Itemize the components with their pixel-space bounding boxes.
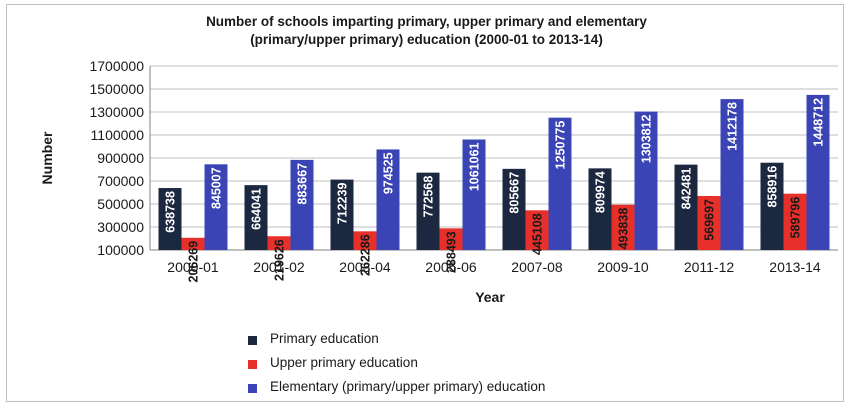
x-tick-label: 2011-12 (684, 259, 735, 275)
y-tick-label: 900000 (97, 150, 144, 166)
bar-1 (697, 195, 721, 250)
bar-0 (416, 172, 440, 250)
data-label: 842481 (680, 168, 694, 210)
bar-0 (244, 185, 268, 250)
data-label: 445108 (531, 213, 545, 255)
bar-chart: 1700000 1500000 1300000 1100000 900000 700000… (39, 58, 838, 305)
bar-2 (462, 139, 486, 250)
bar-2 (806, 94, 830, 250)
data-label: 638738 (164, 191, 178, 233)
data-label: 589796 (789, 197, 803, 239)
bar-1 (181, 237, 205, 250)
data-label: 206269 (187, 241, 201, 283)
legend-label: Primary education (270, 331, 379, 346)
x-tick-label: 2013-14 (769, 259, 821, 275)
data-label: 809974 (594, 171, 608, 213)
data-label: 883667 (296, 163, 310, 205)
bar-1 (611, 204, 635, 250)
bar-2 (376, 149, 400, 250)
data-label: 1061061 (468, 142, 482, 191)
data-label: 493838 (617, 208, 631, 250)
data-label: 712239 (336, 183, 350, 225)
bar-2 (204, 164, 228, 250)
y-tick-label: 100000 (97, 242, 144, 258)
legend-label: Upper primary education (270, 355, 418, 370)
bar-0 (330, 179, 354, 250)
bar-2 (634, 111, 658, 251)
x-tick-label: 2007-08 (511, 259, 563, 275)
bar-2 (290, 159, 314, 250)
x-tick-label: 2003-04 (339, 259, 391, 275)
bar-0 (674, 164, 698, 250)
x-tick-label: 2009-10 (597, 259, 649, 275)
data-label: 569697 (703, 199, 717, 241)
x-tick-label: 2000-01 (167, 259, 219, 275)
data-label: 974525 (382, 152, 396, 194)
data-label: 772568 (422, 176, 436, 218)
bar-0 (502, 168, 526, 250)
data-label: 219626 (273, 239, 287, 281)
y-tick-label: 500000 (97, 196, 144, 212)
bar-0 (588, 168, 612, 250)
bar-2 (548, 117, 572, 250)
data-label: 1448712 (812, 98, 826, 147)
y-tick-label: 1100000 (91, 127, 145, 143)
x-tick-label: 2001-02 (253, 259, 305, 275)
x-tick-label: 2005-06 (425, 259, 477, 275)
bar-1 (439, 228, 463, 250)
bar-2 (720, 99, 744, 250)
bar-1 (783, 193, 807, 250)
y-tick-label: 1300000 (89, 104, 144, 120)
legend-label: Elementary (primary/upper primary) educa… (270, 379, 546, 394)
y-tick-label: 700000 (97, 173, 144, 189)
data-label: 1250775 (554, 121, 568, 170)
y-tick-label: 300000 (97, 219, 144, 235)
data-label: 1412178 (726, 102, 740, 151)
x-axis-title: Year (475, 289, 505, 305)
y-tick-label: 1500000 (89, 81, 144, 97)
bar-0 (760, 162, 784, 250)
data-label: 1303812 (640, 115, 654, 164)
bar-0 (158, 188, 182, 250)
chart-title: Number of schools imparting primary, upp… (206, 14, 647, 29)
chart-subtitle: (primary/upper primary) education (2000-… (250, 32, 603, 47)
bar-1 (353, 231, 377, 250)
legend-swatch (248, 360, 257, 369)
y-axis-title: Number (39, 131, 55, 184)
bar-1 (267, 236, 291, 250)
data-label: 664041 (250, 188, 264, 230)
data-label: 288493 (445, 231, 459, 273)
y-tick-label: 1700000 (89, 58, 144, 74)
data-label: 858916 (766, 166, 780, 208)
data-label: 845007 (210, 167, 224, 209)
legend-swatch (248, 336, 257, 345)
data-label: 805667 (508, 172, 522, 214)
data-label: 262286 (359, 234, 373, 276)
legend-swatch (248, 384, 257, 393)
bar-1 (525, 210, 549, 250)
